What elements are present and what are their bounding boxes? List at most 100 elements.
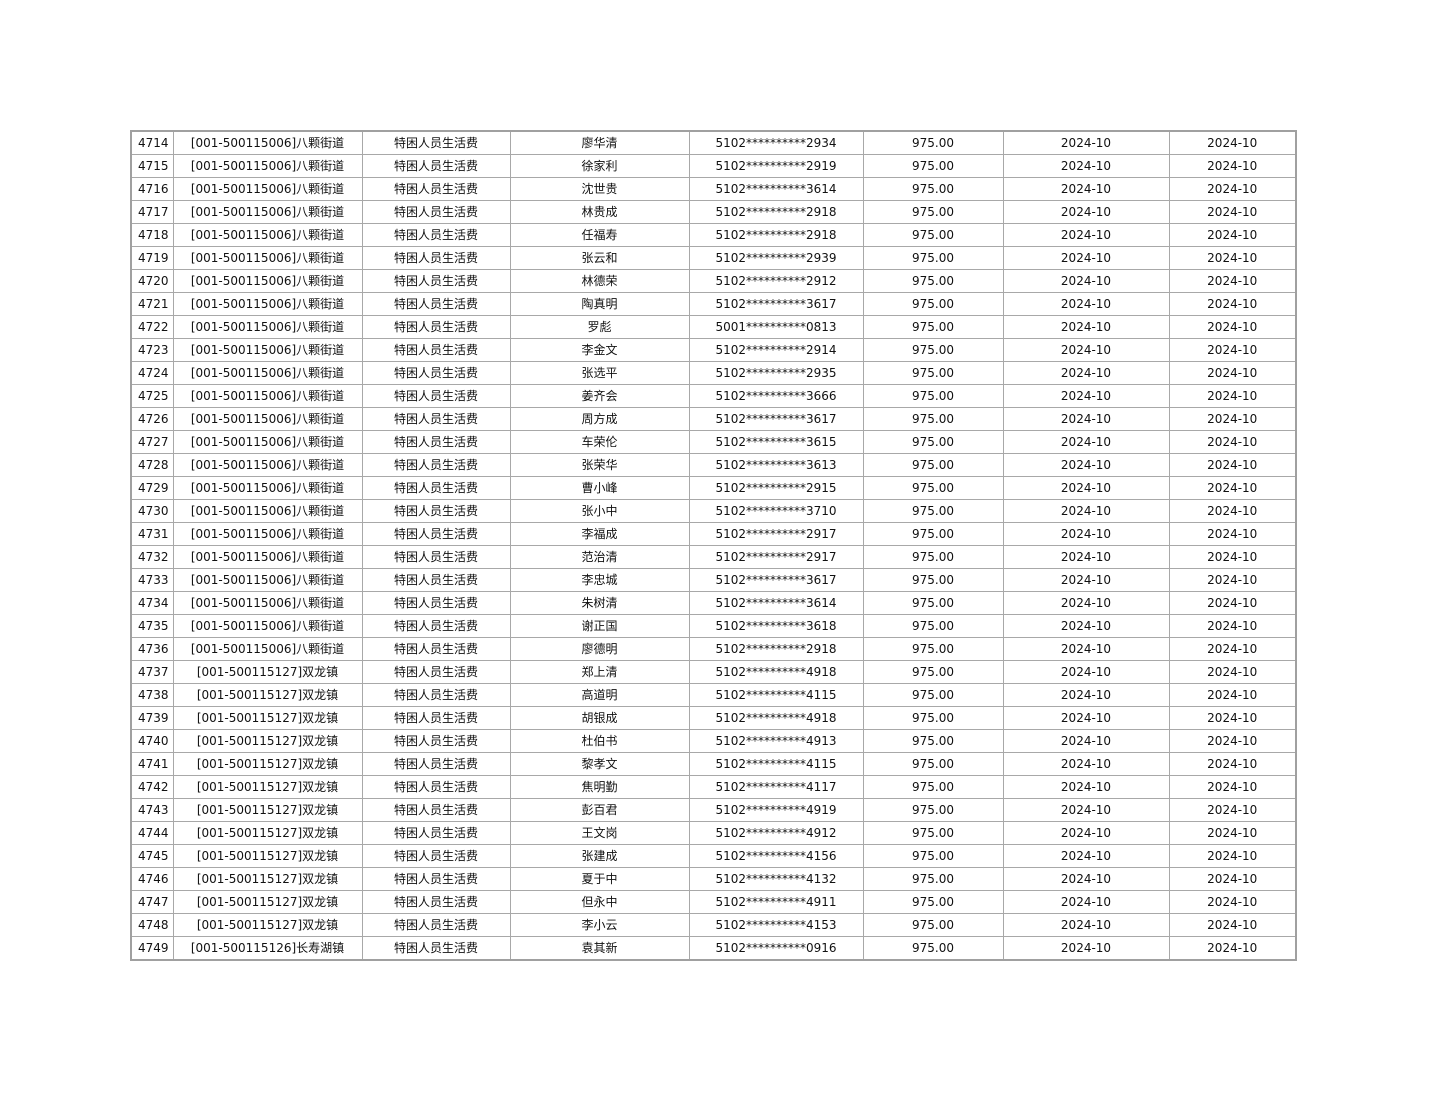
subsidy-type-cell: 特困人员生活费 (361, 292, 511, 316)
subsidy-type-cell: 特困人员生活费 (361, 545, 511, 569)
amount-cell: 975.00 (862, 890, 1004, 914)
subsidy-type-cell: 特困人员生活费 (361, 844, 511, 868)
end-month-cell: 2024-10 (1168, 775, 1297, 799)
table-row: 4747 [001-500115127]双龙镇 特困人员生活费 但永中 5102****… (130, 890, 1297, 914)
start-month-cell: 2024-10 (1002, 338, 1170, 362)
person-name-cell: 张选平 (509, 361, 690, 385)
person-name-cell: 袁其新 (509, 936, 690, 961)
region-cell: [001-500115127]双龙镇 (172, 867, 363, 891)
row-number-cell: 4726 (130, 407, 174, 431)
person-name-cell: 张荣华 (509, 453, 690, 477)
subsidy-type-cell: 特困人员生活费 (361, 637, 511, 661)
person-name-cell: 但永中 (509, 890, 690, 914)
end-month-cell: 2024-10 (1168, 614, 1297, 638)
amount-cell: 975.00 (862, 200, 1004, 224)
table-row: 4736 [001-500115006]八颗街道 特困人员生活费 廖德明 5102***… (130, 637, 1297, 661)
table-row: 4722 [001-500115006]八颗街道 特困人员生活费 罗彪 5001****… (130, 315, 1297, 339)
amount-cell: 975.00 (862, 246, 1004, 270)
table-row: 4734 [001-500115006]八颗街道 特困人员生活费 朱树清 5102***… (130, 591, 1297, 615)
subsidy-type-cell: 特困人员生活费 (361, 660, 511, 684)
amount-cell: 975.00 (862, 798, 1004, 822)
table-row: 4716 [001-500115006]八颗街道 特困人员生活费 沈世贵 5102***… (130, 177, 1297, 201)
table-row: 4724 [001-500115006]八颗街道 特困人员生活费 张选平 5102***… (130, 361, 1297, 385)
subsidy-type-cell: 特困人员生活费 (361, 913, 511, 937)
region-cell: [001-500115006]八颗街道 (172, 614, 363, 638)
table-body: 4714 [001-500115006]八颗街道 特困人员生活费 廖华清 5102***… (130, 130, 1297, 961)
subsidy-type-cell: 特困人员生活费 (361, 706, 511, 730)
start-month-cell: 2024-10 (1002, 775, 1170, 799)
id-number-cell: 5102**********4153 (688, 913, 864, 937)
table-row: 4748 [001-500115127]双龙镇 特困人员生活费 李小云 5102****… (130, 913, 1297, 937)
start-month-cell: 2024-10 (1002, 614, 1170, 638)
start-month-cell: 2024-10 (1002, 591, 1170, 615)
id-number-cell: 5102**********4918 (688, 706, 864, 730)
amount-cell: 975.00 (862, 453, 1004, 477)
end-month-cell: 2024-10 (1168, 361, 1297, 385)
person-name-cell: 李福成 (509, 522, 690, 546)
id-number-cell: 5102**********4912 (688, 821, 864, 845)
amount-cell: 975.00 (862, 614, 1004, 638)
end-month-cell: 2024-10 (1168, 338, 1297, 362)
row-number-cell: 4744 (130, 821, 174, 845)
amount-cell: 975.00 (862, 499, 1004, 523)
region-cell: [001-500115127]双龙镇 (172, 752, 363, 776)
person-name-cell: 王文岗 (509, 821, 690, 845)
table-row: 4731 [001-500115006]八颗街道 特困人员生活费 李福成 5102***… (130, 522, 1297, 546)
start-month-cell: 2024-10 (1002, 913, 1170, 937)
person-name-cell: 罗彪 (509, 315, 690, 339)
end-month-cell: 2024-10 (1168, 821, 1297, 845)
amount-cell: 975.00 (862, 637, 1004, 661)
row-number-cell: 4740 (130, 729, 174, 753)
id-number-cell: 5102**********3710 (688, 499, 864, 523)
subsidy-type-cell: 特困人员生活费 (361, 683, 511, 707)
id-number-cell: 5102**********2935 (688, 361, 864, 385)
table-row: 4744 [001-500115127]双龙镇 特困人员生活费 王文岗 5102****… (130, 821, 1297, 845)
id-number-cell: 5102**********2918 (688, 223, 864, 247)
start-month-cell: 2024-10 (1002, 729, 1170, 753)
end-month-cell: 2024-10 (1168, 660, 1297, 684)
table-row: 4742 [001-500115127]双龙镇 特困人员生活费 焦明勤 5102****… (130, 775, 1297, 799)
id-number-cell: 5102**********4918 (688, 660, 864, 684)
table-row: 4741 [001-500115127]双龙镇 特困人员生活费 黎孝文 5102****… (130, 752, 1297, 776)
amount-cell: 975.00 (862, 384, 1004, 408)
table-row: 4735 [001-500115006]八颗街道 特困人员生活费 谢正国 5102***… (130, 614, 1297, 638)
end-month-cell: 2024-10 (1168, 683, 1297, 707)
table-row: 4727 [001-500115006]八颗街道 特困人员生活费 车荣伦 5102***… (130, 430, 1297, 454)
id-number-cell: 5102**********3614 (688, 177, 864, 201)
end-month-cell: 2024-10 (1168, 200, 1297, 224)
person-name-cell: 谢正国 (509, 614, 690, 638)
start-month-cell: 2024-10 (1002, 223, 1170, 247)
id-number-cell: 5102**********2919 (688, 154, 864, 178)
amount-cell: 975.00 (862, 223, 1004, 247)
amount-cell: 975.00 (862, 913, 1004, 937)
table-row: 4749 [001-500115126]长寿湖镇 特困人员生活费 袁其新 5102***… (130, 936, 1297, 961)
person-name-cell: 林德荣 (509, 269, 690, 293)
row-number-cell: 4736 (130, 637, 174, 661)
end-month-cell: 2024-10 (1168, 177, 1297, 201)
end-month-cell: 2024-10 (1168, 407, 1297, 431)
start-month-cell: 2024-10 (1002, 453, 1170, 477)
end-month-cell: 2024-10 (1168, 798, 1297, 822)
row-number-cell: 4742 (130, 775, 174, 799)
id-number-cell: 5102**********2917 (688, 522, 864, 546)
table-row: 4720 [001-500115006]八颗街道 特困人员生活费 林德荣 5102***… (130, 269, 1297, 293)
end-month-cell: 2024-10 (1168, 637, 1297, 661)
table-row: 4714 [001-500115006]八颗街道 特困人员生活费 廖华清 5102***… (130, 130, 1297, 155)
start-month-cell: 2024-10 (1002, 545, 1170, 569)
subsidy-type-cell: 特困人员生活费 (361, 246, 511, 270)
row-number-cell: 4722 (130, 315, 174, 339)
subsidy-type-cell: 特困人员生活费 (361, 384, 511, 408)
id-number-cell: 5102**********3617 (688, 568, 864, 592)
table-row: 4732 [001-500115006]八颗街道 特困人员生活费 范治清 5102***… (130, 545, 1297, 569)
id-number-cell: 5102**********2915 (688, 476, 864, 500)
id-number-cell: 5102**********3666 (688, 384, 864, 408)
end-month-cell: 2024-10 (1168, 292, 1297, 316)
table-row: 4726 [001-500115006]八颗街道 特困人员生活费 周方成 5102***… (130, 407, 1297, 431)
region-cell: [001-500115127]双龙镇 (172, 890, 363, 914)
id-number-cell: 5102**********2914 (688, 338, 864, 362)
subsidy-type-cell: 特困人员生活费 (361, 798, 511, 822)
region-cell: [001-500115127]双龙镇 (172, 844, 363, 868)
region-cell: [001-500115127]双龙镇 (172, 821, 363, 845)
end-month-cell: 2024-10 (1168, 752, 1297, 776)
person-name-cell: 廖华清 (509, 130, 690, 155)
